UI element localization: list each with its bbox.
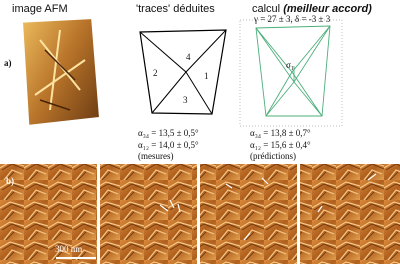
afm-title: image AFM: [12, 3, 68, 15]
trace-lines: [139, 29, 227, 115]
note: (prédictions): [250, 151, 296, 161]
result: α₁₂ = 14,0 ± 0,5°: [138, 140, 199, 150]
trace-label: 1: [204, 71, 209, 81]
traces-title: 'traces' déduites: [136, 3, 215, 15]
trace-label: 2: [153, 68, 158, 78]
result: α₁₂ = 15,6 ± 0,4°: [250, 140, 311, 150]
note: (mesures): [138, 151, 174, 161]
arrows: [159, 173, 377, 241]
trace-label: 4: [186, 52, 191, 62]
sigma-label: σ₁: [286, 60, 294, 70]
calc-title-emphasis: (meilleur accord): [283, 3, 372, 15]
result: α₃₄ = 13,5 ± 0,5°: [138, 128, 199, 138]
afm-image: [23, 19, 99, 125]
panel-label: b): [6, 176, 14, 186]
result: α₃₄ = 13,8 ± 0,7°: [250, 128, 311, 138]
panel-label: a): [4, 58, 12, 68]
calc-title-main: calcul: [252, 3, 280, 15]
afm-sequence: [0, 164, 400, 264]
fit-params: γ = 27 ± 3, δ = -3 ± 3: [253, 14, 331, 24]
scale-bar-label: 300 nm: [55, 244, 82, 254]
calc-plot: [239, 19, 343, 127]
calc-title: calcul (meilleur accord): [252, 3, 372, 15]
trace-label: 3: [183, 95, 188, 105]
